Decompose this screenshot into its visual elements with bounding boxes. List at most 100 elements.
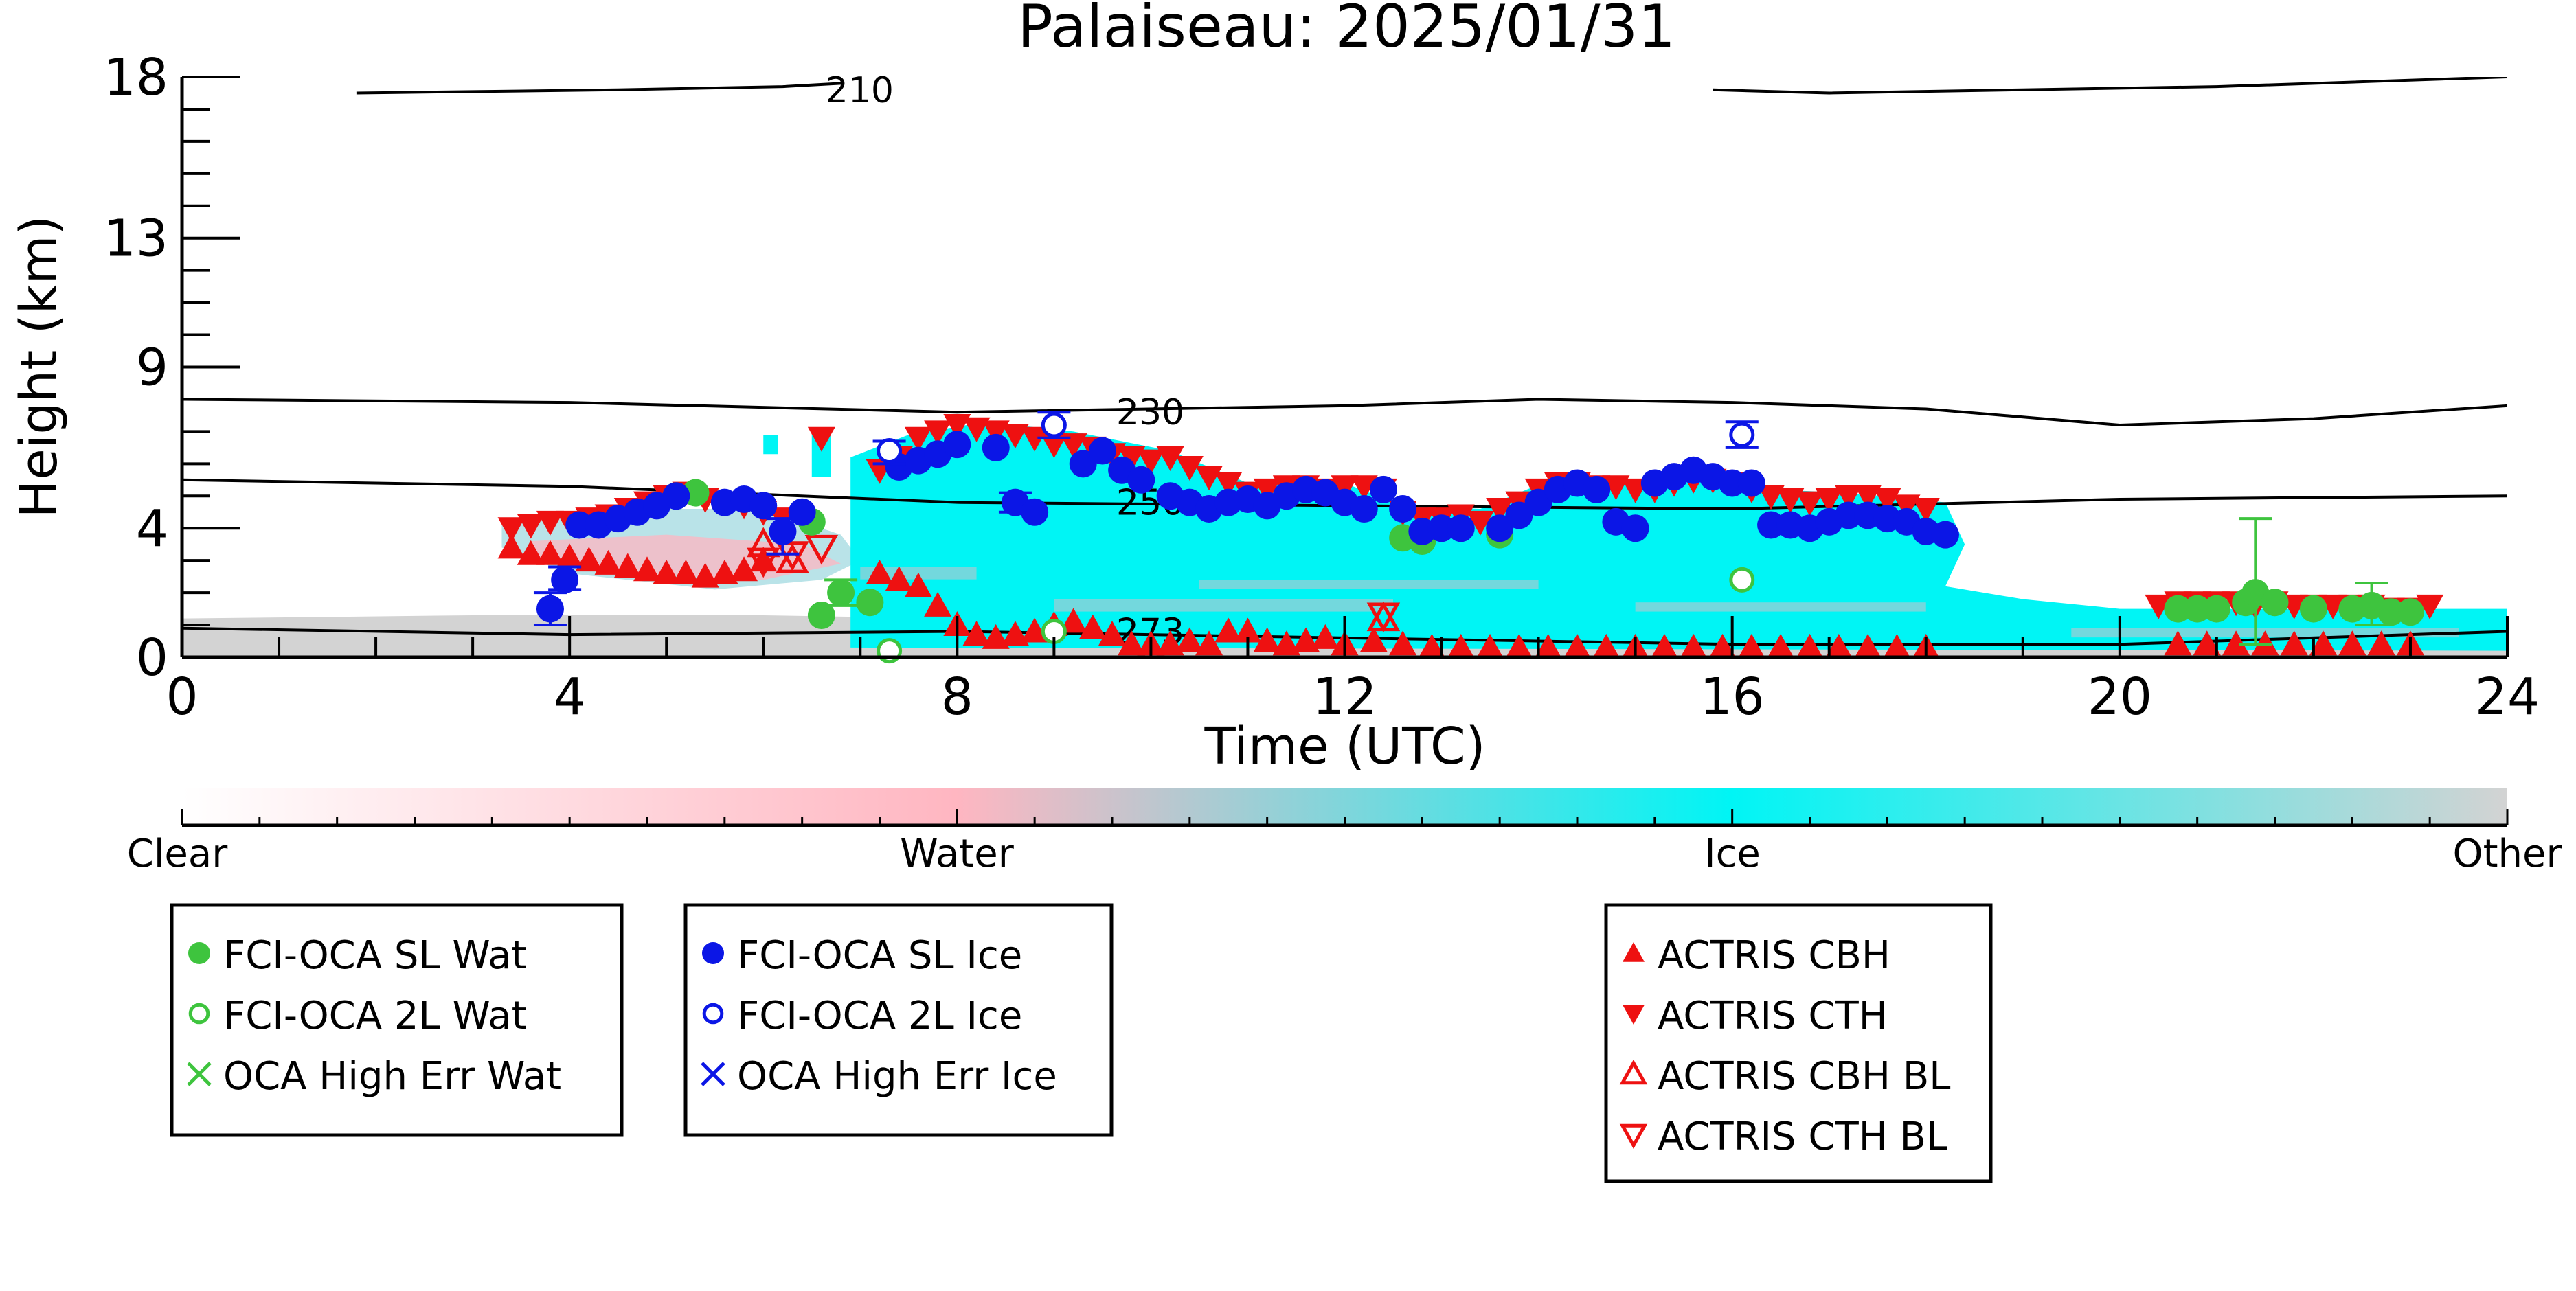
actris-cth-point <box>1021 426 1049 452</box>
actris-cbh-point <box>556 543 584 569</box>
legend-marker-fci-oca-2l-wat <box>188 1003 210 1025</box>
fci-oca-sl-ice-point <box>1389 495 1417 523</box>
actris-cbh-point <box>2338 630 2366 656</box>
legend-box <box>683 903 1114 1137</box>
fci-oca-sl-ice-point <box>551 566 579 594</box>
actris-cth-point <box>1156 446 1184 471</box>
actris-cbh-point <box>691 562 719 588</box>
actris-cth-point <box>1118 446 1146 471</box>
x-tick-label: 16 <box>1700 667 1765 727</box>
legend-marker-actris-cbh <box>1623 942 1645 962</box>
fci-oca-sl-wat-point <box>2377 598 2405 626</box>
actris-cbh-point <box>653 559 681 584</box>
isotherm-label-210: 210 <box>826 70 894 111</box>
actris-cth-point <box>943 414 971 439</box>
fci-oca-2l-ice-point <box>1041 412 1067 438</box>
actris-cth-bl-point <box>804 534 839 565</box>
actris-cbh-point <box>1253 627 1281 652</box>
isotherm-210 <box>356 82 841 95</box>
legend-label-fci-oca-sl-wat: FCI-OCA SL Wat <box>223 933 527 978</box>
fci-oca-sl-wat-point <box>856 589 884 617</box>
legend-label-fci-oca-sl-ice: FCI-OCA SL Ice <box>737 933 1022 978</box>
fci-oca-sl-ice-point <box>1069 450 1097 478</box>
x-tick-label: 0 <box>166 667 198 727</box>
fci-oca-sl-wat-point <box>827 579 855 607</box>
actris-cbh-point <box>672 559 700 584</box>
actris-cth-point <box>1059 433 1087 459</box>
actris-cth-point <box>2145 594 2173 619</box>
actris-cbh-point <box>1098 621 1126 646</box>
data-marks-layer: 210230250273 <box>497 70 2444 664</box>
x-tick-label: 12 <box>1312 667 1377 727</box>
actris-cbh-point <box>594 549 622 575</box>
colorbar-label-ice: Ice <box>1704 832 1761 876</box>
actris-cbh-point <box>1214 617 1243 643</box>
actris-cth-point <box>1195 466 1223 491</box>
x-tick-label: 20 <box>2088 667 2152 727</box>
actris-cbh-point <box>1650 633 1678 659</box>
actris-cth-point <box>1834 485 1862 510</box>
actris-cth-point <box>1137 449 1165 475</box>
legend-marker-oca-high-err-wat <box>187 1062 212 1086</box>
actris-cth-point <box>517 514 545 539</box>
y-tick-label: 18 <box>104 48 168 107</box>
fci-oca-sl-wat-point <box>807 601 835 629</box>
actris-cbh-point <box>497 534 526 559</box>
legend-marker-actris-cth-bl <box>1619 1123 1648 1150</box>
actris-cbh-point <box>1534 633 1562 659</box>
colorbar-label-water: Water <box>900 832 1015 876</box>
fci-oca-sl-ice-point <box>565 511 594 539</box>
actris-cbh-point <box>885 566 913 591</box>
actris-cth-point <box>497 517 526 542</box>
fci-oca-sl-ice-point <box>1021 498 1049 526</box>
y-axis-label: Height (km) <box>10 216 69 518</box>
y-tick-label: 0 <box>136 628 168 687</box>
axes: 0 4 9 13 18 0 4 8 12 16 20 24 <box>104 48 2540 727</box>
legend-label-actris-cth: ACTRIS CTH <box>1658 994 1888 1038</box>
x-tick-label: 24 <box>2475 667 2540 727</box>
actris-cbh-point <box>2280 630 2308 656</box>
actris-cth-bl-point <box>1366 602 1401 633</box>
actris-cbh-point <box>1059 608 1087 633</box>
ice-streak <box>763 435 778 455</box>
actris-cth-point <box>982 420 1010 446</box>
legend-label-actris-cth-bl: ACTRIS CTH BL <box>1658 1115 1947 1159</box>
actris-cth-point <box>536 510 564 536</box>
fci-oca-sl-ice-point <box>1447 514 1475 542</box>
fci-oca-sl-wat-point <box>2164 595 2192 623</box>
actris-cbh-point <box>1505 633 1533 659</box>
actris-cbh-point <box>517 540 545 565</box>
water-speckle-band <box>1635 602 1926 612</box>
actris-cbh-point <box>1118 630 1146 656</box>
actris-cbh-point <box>1854 633 1882 659</box>
y-tick-label: 9 <box>136 339 168 398</box>
legend-label-actris-cbh: ACTRIS CBH <box>1658 933 1890 978</box>
legend-marker-actris-cbh-bl <box>1619 1059 1648 1085</box>
actris-cbh-point <box>1311 624 1340 649</box>
actris-cbh-point <box>1021 617 1049 643</box>
actris-cbh-point <box>1156 630 1184 656</box>
actris-cbh-point <box>1737 633 1765 659</box>
actris-cbh-point <box>575 547 603 572</box>
actris-cbh-point <box>2367 630 2395 656</box>
fci-oca-sl-wat-point <box>2396 598 2424 626</box>
legend-marker-fci-oca-sl-wat <box>188 942 210 964</box>
actris-cbh-point <box>633 556 661 582</box>
actris-cth-point <box>807 426 835 452</box>
colorbar-label-other: Other <box>2452 832 2562 876</box>
x-tick-label: 4 <box>554 667 586 727</box>
actris-cbh-point <box>1175 627 1204 652</box>
actris-cbh-point <box>1824 633 1853 659</box>
legends: FCI-OCA SL Wat FCI-OCA 2L Wat OCA High Err… <box>170 903 1993 1183</box>
actris-cbh-point <box>1234 617 1262 643</box>
x-tick-label: 8 <box>941 667 973 727</box>
actris-cbh-point <box>1796 633 1824 659</box>
legend-label-fci-oca-2l-ice: FCI-OCA 2L Ice <box>737 994 1022 1038</box>
fci-oca-sl-ice-point <box>943 431 971 459</box>
legend-label-actris-cbh-bl: ACTRIS CBH BL <box>1658 1054 1950 1099</box>
legend-marker-fci-oca-2l-ice <box>702 1003 724 1025</box>
actris-cth-point <box>962 417 991 442</box>
actris-cbh-point <box>904 572 932 597</box>
actris-cbh-point <box>1883 633 1911 659</box>
actris-cbh-point <box>2309 630 2338 656</box>
